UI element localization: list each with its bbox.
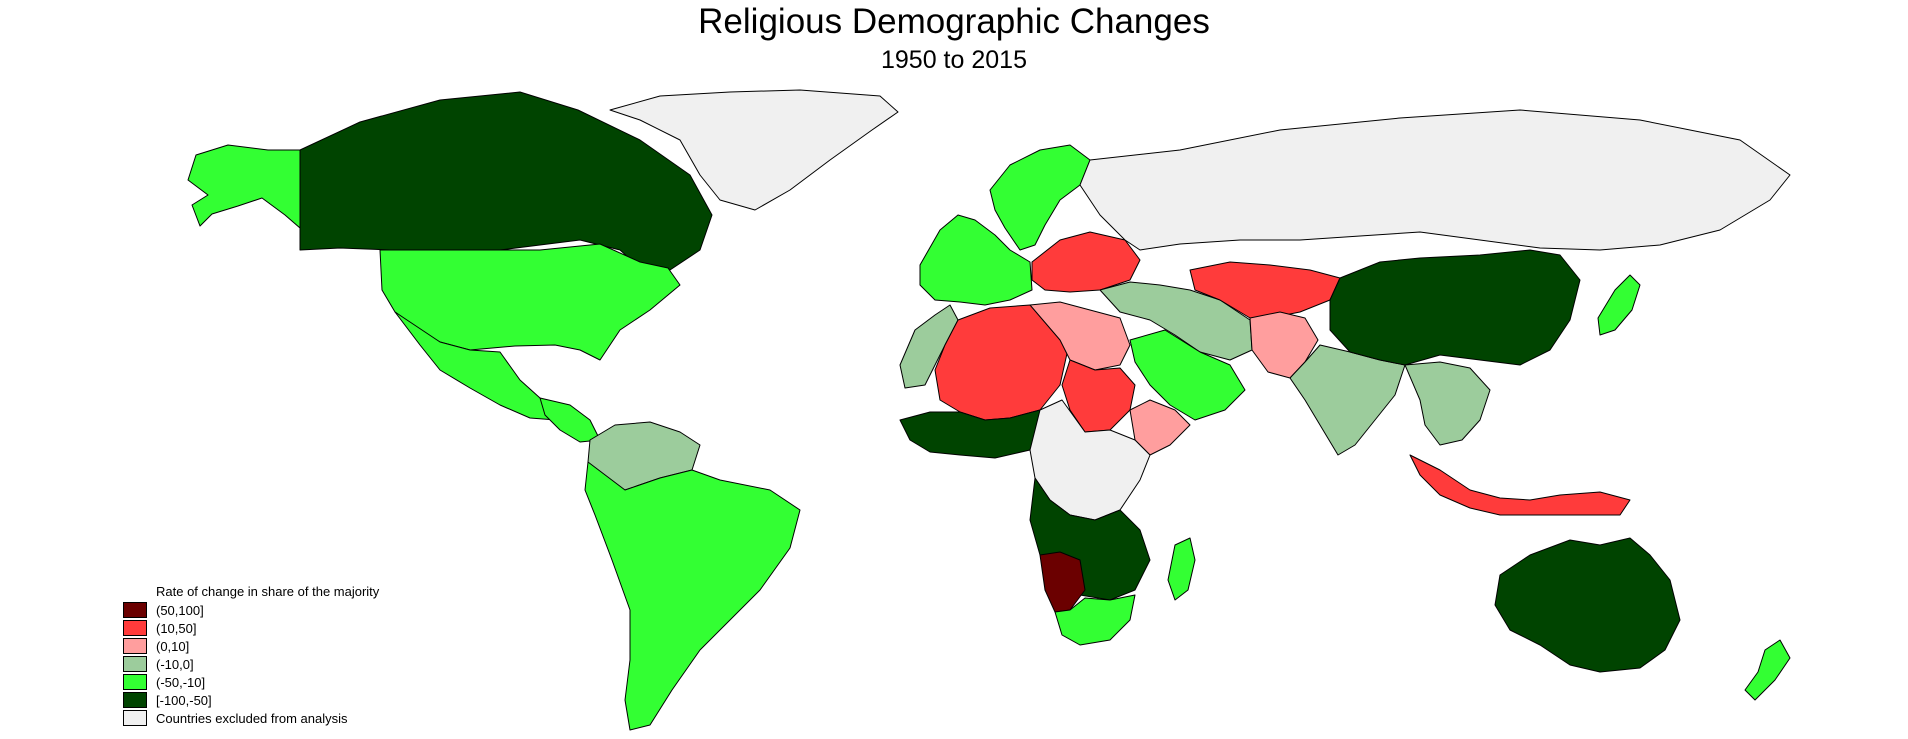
legend-item: Countries excluded from analysis xyxy=(123,710,403,728)
legend-item: (50,100] xyxy=(123,602,403,620)
region-eastern-europe xyxy=(1031,231,1141,293)
map-title: Religious Demographic Changes xyxy=(698,2,1210,41)
region-central-asia xyxy=(1189,261,1341,319)
legend-item: [-100,-50] xyxy=(123,692,403,710)
legend-label: (-50,-10] xyxy=(156,675,206,690)
region-madagascar xyxy=(1167,537,1196,601)
legend-title: Rate of change in share of the majority xyxy=(156,584,380,599)
legend-swatch xyxy=(123,674,147,690)
region-india xyxy=(1289,344,1406,456)
legend-label: (-10,0] xyxy=(156,657,194,672)
region-japan xyxy=(1597,274,1641,336)
legend-swatch xyxy=(123,638,147,654)
region-south-africa xyxy=(1054,594,1136,646)
region-alaska xyxy=(187,144,304,229)
region-southeast-asia xyxy=(1404,361,1491,446)
legend-label: (0,10] xyxy=(156,639,190,654)
legend-swatch xyxy=(123,692,147,708)
region-central-america xyxy=(539,397,601,443)
region-greenland xyxy=(609,89,899,211)
legend-label: [-100,-50] xyxy=(156,693,212,708)
region-scandinavia xyxy=(989,144,1091,251)
region-libya-egypt xyxy=(1029,301,1131,371)
region-australia xyxy=(1494,537,1681,673)
region-algeria-mali-niger xyxy=(934,304,1071,421)
region-saudi-arabia xyxy=(1129,329,1246,421)
region-south-america xyxy=(584,461,801,731)
legend-item: (-50,-10] xyxy=(123,674,403,692)
legend-item: (0,10] xyxy=(123,638,403,656)
region-sudan xyxy=(1061,359,1136,433)
region-western-europe xyxy=(919,214,1033,306)
legend-swatch xyxy=(123,602,147,618)
legend-swatch xyxy=(123,620,147,636)
region-new-zealand xyxy=(1744,639,1791,701)
region-west-africa xyxy=(899,409,1051,459)
region-morocco-west-sahara xyxy=(899,304,959,389)
legend-swatch xyxy=(123,656,147,672)
map-subtitle: 1950 to 2015 xyxy=(881,46,1027,74)
legend-label: (50,100] xyxy=(156,603,204,618)
legend-label: (10,50] xyxy=(156,621,197,636)
legend-item: (10,50] xyxy=(123,620,403,638)
legend-swatch xyxy=(123,710,147,726)
region-russia xyxy=(1079,109,1791,251)
region-namibia xyxy=(1039,551,1086,613)
legend-label: Countries excluded from analysis xyxy=(156,711,348,726)
legend-item: (-10,0] xyxy=(123,656,403,674)
region-china xyxy=(1329,249,1581,366)
region-indonesia xyxy=(1409,454,1631,516)
